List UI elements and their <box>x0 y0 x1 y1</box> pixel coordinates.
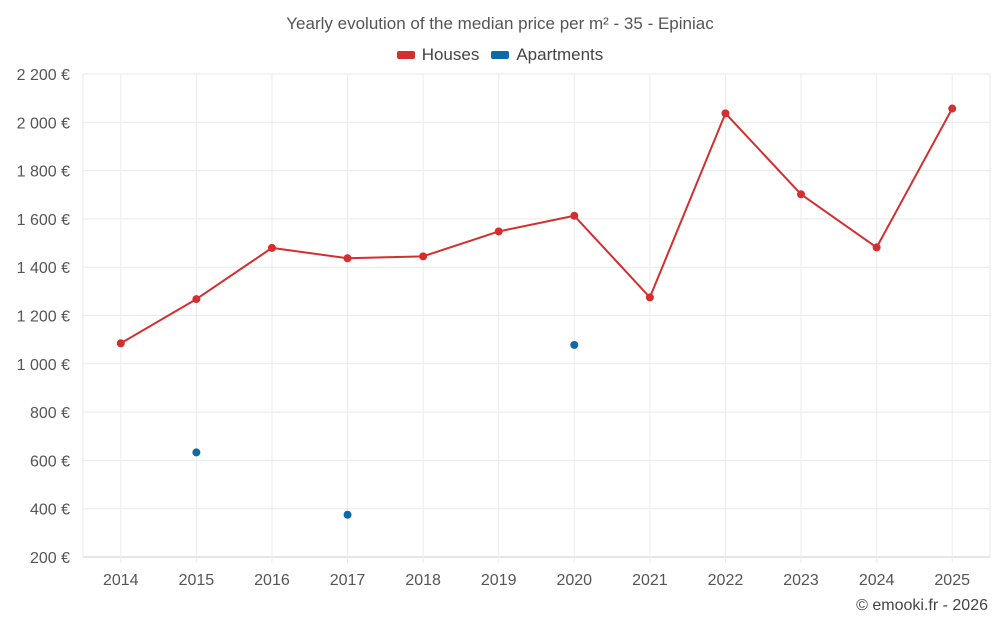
data-point-houses-2021 <box>645 293 654 302</box>
y-tick-label: 1 400 € <box>17 260 70 277</box>
legend-swatch-houses <box>396 51 415 59</box>
data-point-houses-2014 <box>116 339 125 348</box>
x-tick-label: 2024 <box>859 572 895 589</box>
series-line-houses <box>120 108 954 345</box>
x-tick-label: 2020 <box>556 572 592 589</box>
x-tick-label: 2018 <box>405 572 441 589</box>
x-tick-label: 2025 <box>934 572 970 589</box>
data-point-houses-2020 <box>570 211 579 220</box>
y-tick-label: 2 000 € <box>17 115 70 132</box>
data-point-apartments-2020 <box>570 340 579 349</box>
data-point-apartments-2015 <box>192 448 201 457</box>
legend-item-houses[interactable]: Houses <box>396 45 480 65</box>
legend-label-apartments: Apartments <box>516 45 604 64</box>
x-tick-label: 2016 <box>254 572 290 589</box>
legend-item-apartments[interactable]: Apartments <box>491 45 603 65</box>
data-point-houses-2019 <box>494 227 503 236</box>
y-tick-label: 1 000 € <box>17 357 70 374</box>
chart-legend: Houses Apartments <box>0 45 1000 65</box>
x-tick-label: 2014 <box>103 572 139 589</box>
data-point-houses-2017 <box>343 254 352 263</box>
x-tick-label: 2023 <box>783 572 819 589</box>
y-tick-label: 600 € <box>30 453 70 470</box>
data-point-houses-2025 <box>948 104 957 113</box>
legend-label-houses: Houses <box>421 45 480 64</box>
chart-title: Yearly evolution of the median price per… <box>286 14 714 33</box>
data-point-houses-2015 <box>192 295 201 304</box>
y-tick-label: 1 200 € <box>17 309 70 326</box>
data-point-houses-2018 <box>419 252 428 261</box>
data-point-houses-2022 <box>721 109 730 118</box>
legend-swatch-apartments <box>491 51 510 59</box>
y-tick-label: 800 € <box>30 405 70 422</box>
y-tick-label: 400 € <box>30 502 70 519</box>
y-tick-label: 200 € <box>30 550 70 567</box>
data-point-houses-2024 <box>872 243 881 252</box>
x-tick-label: 2019 <box>481 572 517 589</box>
x-tick-label: 2015 <box>179 572 215 589</box>
data-point-houses-2016 <box>267 243 276 252</box>
y-tick-label: 2 200 € <box>17 67 70 84</box>
x-tick-label: 2021 <box>632 572 668 589</box>
data-point-houses-2023 <box>797 190 806 199</box>
y-tick-label: 1 600 € <box>17 212 70 229</box>
y-tick-label: 1 800 € <box>17 164 70 181</box>
data-point-apartments-2017 <box>343 510 352 519</box>
x-tick-label: 2017 <box>330 572 366 589</box>
copyright-footer: © emooki.fr - 2026 <box>856 597 988 614</box>
x-tick-label: 2022 <box>708 572 744 589</box>
